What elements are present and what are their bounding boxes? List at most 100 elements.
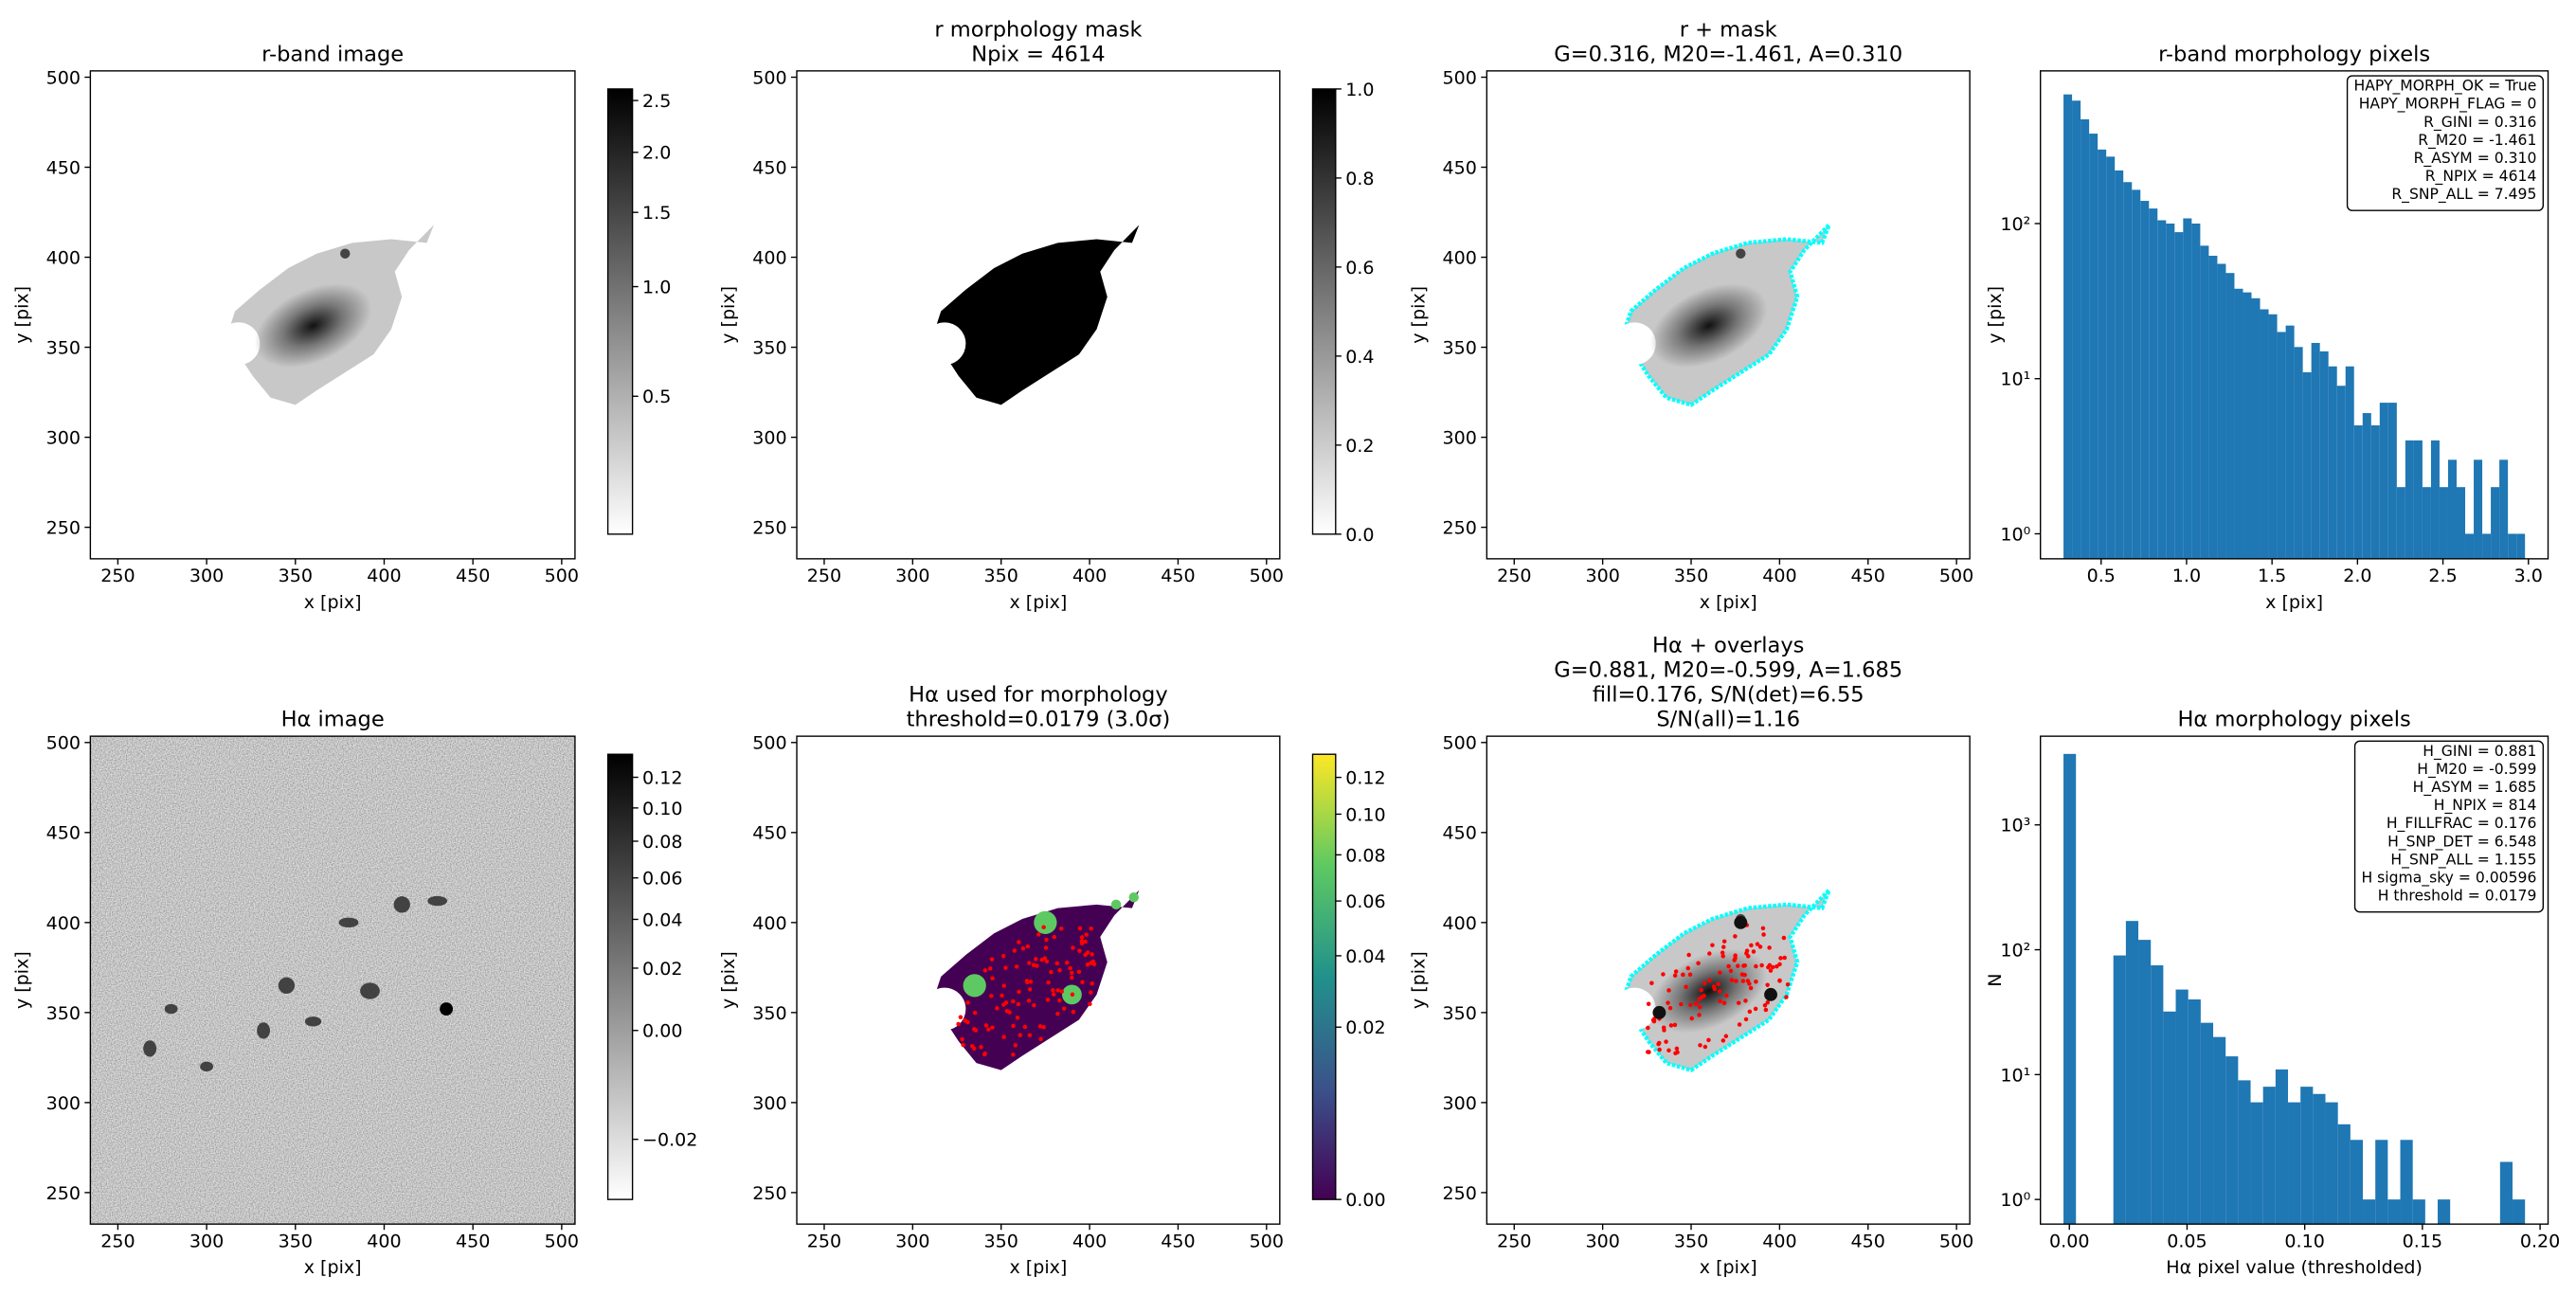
detected-pixel bbox=[1041, 925, 1046, 930]
colorbar-tick-label: 0.0 bbox=[1345, 525, 1374, 546]
y-tick-label: 500 bbox=[46, 67, 81, 88]
colorbar-tick-label: 0.08 bbox=[1345, 845, 1385, 866]
x-tick-label: 300 bbox=[189, 566, 224, 586]
detected-pixel bbox=[1001, 983, 1006, 988]
detected-pixel bbox=[1681, 972, 1685, 978]
detected-pixel bbox=[1720, 950, 1725, 955]
colorbar-tick-label: 0.6 bbox=[1345, 258, 1374, 279]
detected-pixel bbox=[1011, 998, 1016, 1004]
colorbar-tick-label: 0.10 bbox=[1345, 804, 1385, 825]
detected-pixel bbox=[1090, 952, 1094, 957]
x-tick-label: 300 bbox=[1585, 566, 1619, 586]
detected-pixel bbox=[1686, 952, 1691, 958]
y-tick-label: 450 bbox=[752, 823, 786, 844]
hist-bar bbox=[2345, 366, 2354, 559]
detected-pixel bbox=[961, 1042, 965, 1048]
panel: 250 300 350 400 450 500 250 300 350 400 450 500 x [p… bbox=[11, 708, 697, 1278]
y-tick-label: 500 bbox=[1443, 67, 1477, 88]
detected-pixel bbox=[1020, 945, 1026, 951]
y-axis-label: y [pix] bbox=[11, 286, 32, 344]
detected-pixel bbox=[1751, 949, 1756, 954]
detected-pixel bbox=[1774, 963, 1779, 969]
detected-pixel bbox=[1012, 948, 1018, 953]
hist-bar bbox=[2474, 459, 2483, 559]
y-tick-label: 500 bbox=[752, 67, 786, 88]
hist-bar bbox=[2225, 273, 2235, 559]
hist-bar bbox=[2513, 1199, 2526, 1225]
detected-pixel bbox=[1672, 1022, 1678, 1028]
hist-bar bbox=[2163, 1011, 2176, 1225]
hist-bar bbox=[2412, 1199, 2425, 1225]
detected-pixel bbox=[1754, 963, 1758, 969]
x-tick-label: 400 bbox=[367, 566, 401, 586]
detected-pixel bbox=[1079, 935, 1085, 940]
colorbar-tick-label: 0.00 bbox=[642, 1021, 682, 1042]
panel: 250 300 350 400 450 500 250 300 350 400 450 500 x [p… bbox=[1408, 17, 1973, 612]
stats-line: H_FILLFRAC = 0.176 bbox=[2387, 815, 2537, 833]
detected-pixel bbox=[1049, 969, 1054, 975]
detected-pixel bbox=[1699, 987, 1703, 993]
hist-bar bbox=[2113, 955, 2126, 1225]
hist-bar bbox=[2115, 170, 2124, 559]
colorbar bbox=[1311, 88, 1337, 535]
bright-knot bbox=[963, 974, 986, 998]
x-tick-label: 250 bbox=[100, 1231, 135, 1251]
panel-title: Hα image bbox=[281, 708, 385, 732]
detected-pixel bbox=[1068, 965, 1072, 971]
hist-bar bbox=[2499, 1161, 2513, 1225]
stats-line: H_ASYM = 1.685 bbox=[2413, 779, 2537, 797]
x-axis-label: x [pix] bbox=[2265, 592, 2323, 613]
detected-pixel bbox=[995, 1006, 1000, 1011]
hist-bar bbox=[2157, 220, 2167, 559]
colorbar-tick-label: 0.04 bbox=[642, 909, 682, 930]
detected-pixel bbox=[1055, 988, 1060, 993]
emission-knot bbox=[393, 896, 410, 913]
detected-pixel bbox=[1729, 978, 1735, 982]
y-tick-label: 350 bbox=[1443, 337, 1477, 358]
hist-bar bbox=[2063, 753, 2077, 1225]
hist-bar bbox=[2438, 1199, 2451, 1225]
detected-pixel bbox=[1011, 1052, 1016, 1057]
detected-pixel bbox=[1732, 958, 1737, 962]
colorbar-tick-label: 1.5 bbox=[642, 203, 671, 224]
detected-pixel bbox=[1055, 1011, 1060, 1016]
colorbar bbox=[606, 753, 634, 1200]
hist-bar bbox=[2200, 1022, 2214, 1225]
detected-pixel bbox=[1070, 975, 1074, 980]
detected-pixel bbox=[1051, 988, 1055, 993]
detected-pixel bbox=[989, 957, 995, 962]
y-tick-label: 400 bbox=[752, 913, 786, 934]
detected-pixel bbox=[1721, 939, 1727, 944]
detected-pixel bbox=[1080, 980, 1085, 984]
stats-line: R_M20 = -1.461 bbox=[2418, 132, 2536, 150]
bright-knot bbox=[1764, 987, 1777, 1001]
stats-line: R_NPIX = 4614 bbox=[2425, 168, 2537, 186]
compact-source bbox=[340, 248, 351, 259]
y-tick-label: 400 bbox=[1443, 913, 1477, 934]
detected-pixel bbox=[1022, 1024, 1028, 1030]
detected-pixel bbox=[1699, 995, 1704, 999]
hist-bar bbox=[2302, 371, 2312, 559]
detected-pixel bbox=[1013, 1043, 1018, 1048]
hist-bar bbox=[2098, 149, 2107, 559]
panel-title: Hα used for morphology bbox=[909, 683, 1168, 708]
hist-bar bbox=[2387, 1199, 2401, 1225]
detected-pixel bbox=[1014, 964, 1019, 969]
x-tick-label: 250 bbox=[1497, 1231, 1531, 1251]
hist-bar bbox=[2319, 351, 2329, 559]
detected-pixel bbox=[1696, 961, 1701, 965]
bright-knot bbox=[1034, 910, 1057, 934]
detected-pixel bbox=[1759, 962, 1764, 968]
detected-pixel bbox=[986, 1027, 991, 1032]
detected-pixel bbox=[1716, 981, 1720, 987]
detected-pixel bbox=[1059, 989, 1064, 994]
detected-pixel bbox=[1740, 979, 1746, 983]
hist-bar bbox=[2089, 134, 2099, 559]
panel: 0.5 1.0 1.5 2.0 2.5 3.0 10⁰ 10¹ 10² x [pix] y [pix… bbox=[1985, 42, 2549, 613]
x-tick-label: 400 bbox=[1072, 566, 1107, 586]
detected-pixel bbox=[1651, 1018, 1657, 1024]
emission-knot bbox=[360, 982, 380, 999]
detected-pixel bbox=[1026, 998, 1032, 1003]
detected-pixel bbox=[1061, 1006, 1067, 1011]
